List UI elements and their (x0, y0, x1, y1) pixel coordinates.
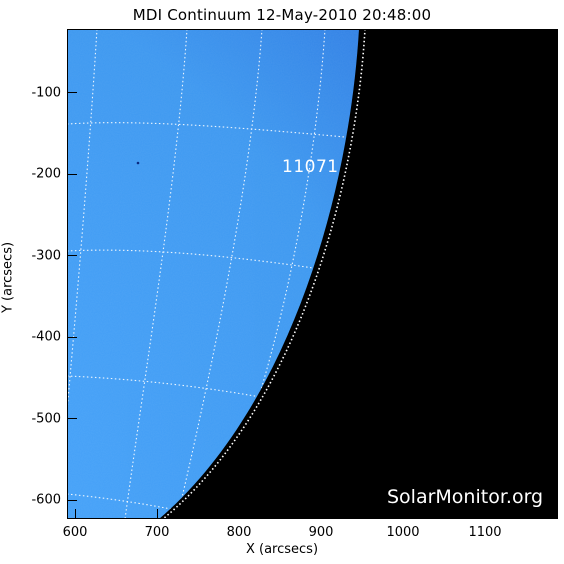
limb-outline (162, 29, 366, 519)
y-tick-label: -400 (31, 329, 61, 345)
y-tick-mark (67, 174, 77, 175)
x-tick-label: 600 (62, 525, 88, 540)
y-tick-label: -200 (31, 166, 61, 182)
x-tick-label: 800 (226, 525, 252, 540)
x-tick-mark (485, 509, 486, 519)
x-tick-label: 900 (308, 525, 334, 540)
x-tick-mark (157, 509, 158, 519)
watermark-text: SolarMonitor.org (387, 486, 544, 508)
x-tick-mark (403, 509, 404, 519)
solar-disk-image (67, 29, 366, 519)
x-tick-mark (239, 509, 240, 519)
x-tick-mark (321, 509, 322, 519)
image-title: MDI Continuum 12-May-2010 20:48:00 (132, 6, 432, 24)
y-tick-label: -600 (31, 492, 61, 508)
y-tick-mark (67, 418, 77, 419)
y-tick-mark (67, 337, 77, 338)
x-tick-label: 1000 (386, 525, 420, 540)
sunspot (136, 161, 140, 165)
x-axis-label: X (arcsecs) (245, 542, 319, 557)
y-tick-mark (67, 92, 77, 93)
y-tick-mark (67, 255, 77, 256)
y-tick-label: -500 (31, 411, 61, 427)
y-axis-label: Y (arcsecs) (0, 241, 16, 314)
active-region-label: 11071 (282, 157, 339, 177)
y-tick-mark (67, 500, 77, 501)
x-tick-mark (75, 509, 76, 519)
y-tick-label: -300 (31, 248, 61, 264)
x-tick-label: 1100 (468, 525, 502, 540)
latitude-grid (67, 122, 359, 519)
solar-image-panel (67, 29, 558, 519)
y-tick-label: -100 (31, 85, 61, 101)
x-tick-label: 700 (144, 525, 170, 540)
